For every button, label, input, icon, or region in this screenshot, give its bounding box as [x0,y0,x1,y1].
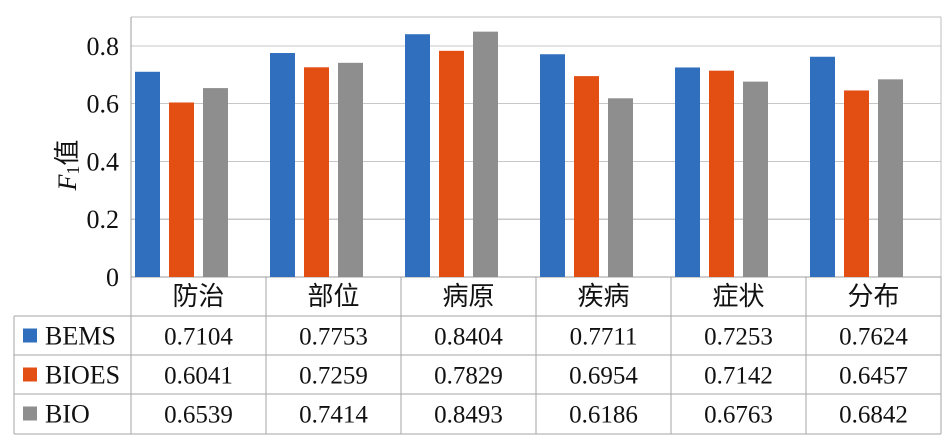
y-axis-title-subscript: 1 [63,166,83,175]
data-table-value: 0.6539 [164,402,233,429]
data-table-value: 0.8493 [434,402,503,429]
data-table-value: 0.6041 [164,363,233,390]
bar-bioes-分布 [844,90,869,277]
legend-swatch-bio [23,406,37,421]
y-axis-title: F1值 [53,140,83,192]
data-table-value: 0.7253 [704,324,773,351]
y-tick-label: 0.4 [87,147,120,176]
x-category-label: 病原 [442,282,494,311]
bar-bioes-防治 [169,102,194,277]
x-category-label: 疾病 [577,282,629,311]
data-table-value: 0.7142 [704,363,773,390]
data-table-value: 0.6842 [839,402,908,429]
data-table-value: 0.7829 [434,363,503,390]
bar-bio-症状 [743,81,768,277]
x-category-label: 分布 [847,282,899,311]
data-table-value: 0.7104 [164,324,233,351]
data-table-value: 0.8404 [434,324,503,351]
x-category-label: 部位 [307,282,359,311]
bar-bioes-症状 [709,70,734,277]
y-tick-label: 0 [106,263,119,292]
data-table-value: 0.7624 [839,324,908,351]
x-category-label: 症状 [712,282,764,311]
bar-bems-症状 [675,67,700,277]
y-axis-title-italic: F [53,173,82,191]
bar-bems-病原 [405,34,430,278]
bar-bems-分布 [810,56,835,277]
data-table-value: 0.6186 [569,402,638,429]
legend-swatch-bioes [23,367,37,382]
y-tick-label: 0.2 [87,205,120,234]
x-category-label: 防治 [172,282,224,311]
bar-bio-疾病 [608,98,633,277]
data-table-value: 0.6763 [704,402,773,429]
data-table-value: 0.7711 [570,324,638,351]
data-table-value: 0.7259 [299,363,368,390]
bar-bio-分布 [878,79,903,277]
bar-bioes-部位 [304,67,329,277]
bar-bio-防治 [203,88,228,278]
data-table-value: 0.7753 [299,324,368,351]
data-table-series-label: BEMS [45,322,116,351]
y-axis-title-suffix: 值 [53,140,82,166]
y-tick-label: 0.6 [87,90,120,119]
data-table-value: 0.6457 [839,363,908,390]
bar-bioes-病原 [439,50,464,277]
data-table-value: 0.6954 [569,363,638,390]
legend-swatch-bems [23,328,37,343]
bar-bioes-疾病 [574,76,599,278]
bar-bems-疾病 [540,54,565,277]
data-table-series-label: BIOES [45,361,120,390]
bar-bio-部位 [338,62,363,277]
bar-bio-病原 [473,31,498,277]
data-table-series-label: BIO [45,400,90,429]
bar-bems-防治 [135,71,160,277]
data-table-value: 0.7414 [299,402,368,429]
bar-bems-部位 [270,53,295,277]
y-tick-label: 0.8 [87,32,120,61]
